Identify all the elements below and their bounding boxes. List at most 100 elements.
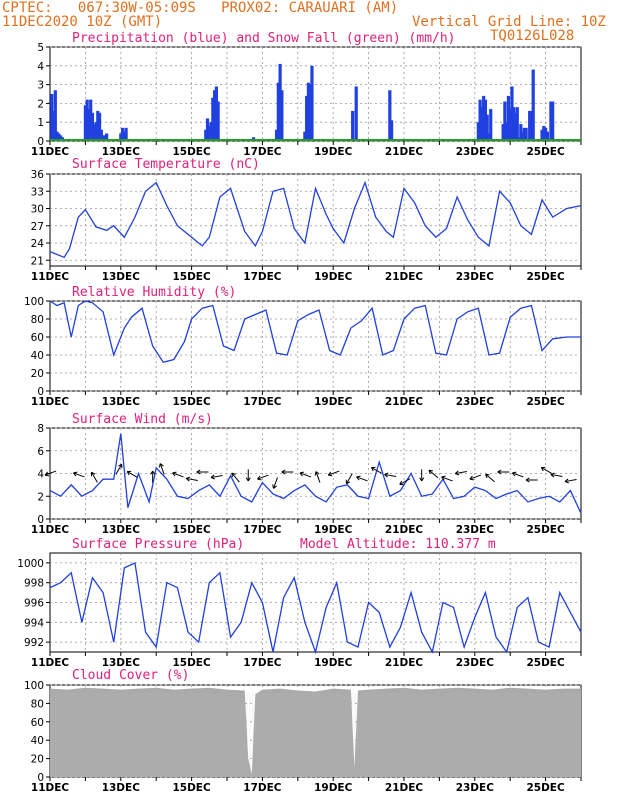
panel-4-ytick-0: 0 xyxy=(37,514,44,526)
wind-arrow-shaft xyxy=(44,470,57,476)
wind-arrow-head xyxy=(421,477,425,482)
wind-arrow-head xyxy=(497,471,502,475)
precip-bar xyxy=(211,97,215,141)
precip-bar xyxy=(351,110,355,141)
panel-3-xtick-6: 17DEC xyxy=(243,396,282,408)
wind-arrow-head xyxy=(328,474,333,477)
wind-arrow-head xyxy=(469,478,474,481)
panel-5-xtick-0: 11DEC xyxy=(31,657,70,669)
panel-3-xtick-4: 15DEC xyxy=(172,396,211,408)
precip-bar xyxy=(489,109,493,141)
precip-bar xyxy=(483,99,488,141)
panel-1-xtick-2: 13DEC xyxy=(102,146,141,158)
wind-arrow-shaft xyxy=(469,474,482,480)
panel-6-ytick-2: 40 xyxy=(31,735,44,747)
panel-2-xtick-12: 23DEC xyxy=(456,271,495,283)
wind-arrow-head xyxy=(314,471,317,476)
panel-4-title: Surface Wind (m/s) xyxy=(72,412,213,427)
precip-bar xyxy=(57,133,61,141)
panel-3-xtick-10: 21DEC xyxy=(385,396,424,408)
wind-arrow-shaft xyxy=(455,471,467,475)
precip-bar xyxy=(101,135,105,141)
panel-3-xtick-0: 11DEC xyxy=(31,396,70,408)
panel-4-ytick-1: 2 xyxy=(37,491,44,503)
header-vertical-grid: Vertical Grid Line: 10Z xyxy=(412,14,606,30)
header-code: TQ0126L028 xyxy=(490,28,575,44)
panel-1-xtick-6: 17DEC xyxy=(243,146,282,158)
panel-5-xtick-2: 13DEC xyxy=(102,657,141,669)
precip-bar xyxy=(274,129,279,141)
panel-6-xtick-8: 19DEC xyxy=(314,782,353,794)
precip-bar xyxy=(99,129,103,141)
precip-bar xyxy=(480,107,484,141)
panel-1-ytick-3: 3 xyxy=(37,80,44,92)
precip-bar xyxy=(59,135,63,141)
panel-4-xtick-12: 23DEC xyxy=(456,524,495,536)
wind-arrow-head xyxy=(126,471,130,476)
precip-bar xyxy=(89,99,93,141)
precip-bar xyxy=(524,127,528,141)
panel-1-ytick-1: 1 xyxy=(37,117,44,129)
precip-bar xyxy=(549,101,553,141)
precip-bar xyxy=(90,112,95,141)
precip-bar xyxy=(213,90,217,141)
wind-arrow-shaft xyxy=(172,472,184,478)
panel-3-ytick-3: 60 xyxy=(31,332,44,344)
panel-4-xtick-2: 13DEC xyxy=(102,524,141,536)
wind-arrow-head xyxy=(550,474,555,478)
panel-1-xtick-14: 25DEC xyxy=(526,146,565,158)
panel-3-xtick-8: 19DEC xyxy=(314,396,353,408)
panel-1-xtick-12: 23DEC xyxy=(456,146,495,158)
precip-bar xyxy=(388,90,392,141)
panel-1-ytick-0: 0 xyxy=(37,136,44,148)
panel-1-xtick-8: 19DEC xyxy=(314,146,353,158)
precip-bar xyxy=(124,127,128,141)
wind-arrow-head xyxy=(281,469,286,473)
wind-arrow-shaft xyxy=(371,467,382,474)
wind-arrow-shaft xyxy=(564,479,577,483)
panel-5-xtick-10: 21DEC xyxy=(385,657,424,669)
panel-1-ytick-4: 4 xyxy=(37,61,44,73)
precip-bar xyxy=(503,101,507,141)
precip-bar xyxy=(94,122,98,141)
wind-arrow-head xyxy=(196,469,201,473)
panel-2-ytick-1: 24 xyxy=(31,238,45,250)
panel-4-xtick-0: 11DEC xyxy=(31,524,70,536)
panel-3-title: Relative Humidity (%) xyxy=(72,285,236,300)
panel-4-series-line xyxy=(49,433,582,514)
wind-arrow-head xyxy=(118,463,123,467)
panel-6-title: Cloud Cover (%) xyxy=(72,668,189,683)
precip-bar xyxy=(105,133,109,141)
precip-bar xyxy=(390,120,394,141)
wind-arrow-head xyxy=(245,477,249,482)
precip-bar xyxy=(205,118,210,141)
wind-arrow-shaft xyxy=(512,472,524,478)
wind-arrow-head xyxy=(370,467,374,472)
precip-bar xyxy=(519,124,523,141)
precip-bar xyxy=(508,109,512,141)
precip-bar xyxy=(310,65,314,141)
panel-5-xtick-4: 15DEC xyxy=(172,657,211,669)
header-station: CPTEC: 067:30W-05:09S PROX02: CARAUARI (… xyxy=(2,0,399,16)
panel-2-xtick-2: 13DEC xyxy=(102,271,141,283)
wind-arrow-shaft xyxy=(299,472,312,478)
wind-arrow-head xyxy=(158,463,161,468)
precip-bar xyxy=(92,124,96,141)
precip-bar xyxy=(522,127,526,141)
model-altitude: Model Altitude: 110.377 m xyxy=(300,537,496,552)
wind-arrow-head xyxy=(257,478,262,481)
wind-arrow-shaft xyxy=(541,467,552,474)
panel-6-xtick-6: 17DEC xyxy=(243,782,282,794)
wind-arrow-head xyxy=(384,472,389,475)
wind-arrow-shaft xyxy=(550,473,563,477)
wind-arrow-shaft xyxy=(441,476,453,482)
panel-3-ytick-2: 40 xyxy=(31,350,44,362)
panel-3-ytick-4: 80 xyxy=(31,314,44,326)
wind-arrow-head xyxy=(356,475,361,478)
wind-arrow-shaft xyxy=(159,463,165,475)
panel-2-ytick-4: 33 xyxy=(31,186,44,198)
panel-5-xtick-14: 25DEC xyxy=(526,657,565,669)
precip-bar xyxy=(278,63,282,141)
wind-arrow-head xyxy=(428,470,431,475)
panel-4-xtick-8: 19DEC xyxy=(314,524,353,536)
